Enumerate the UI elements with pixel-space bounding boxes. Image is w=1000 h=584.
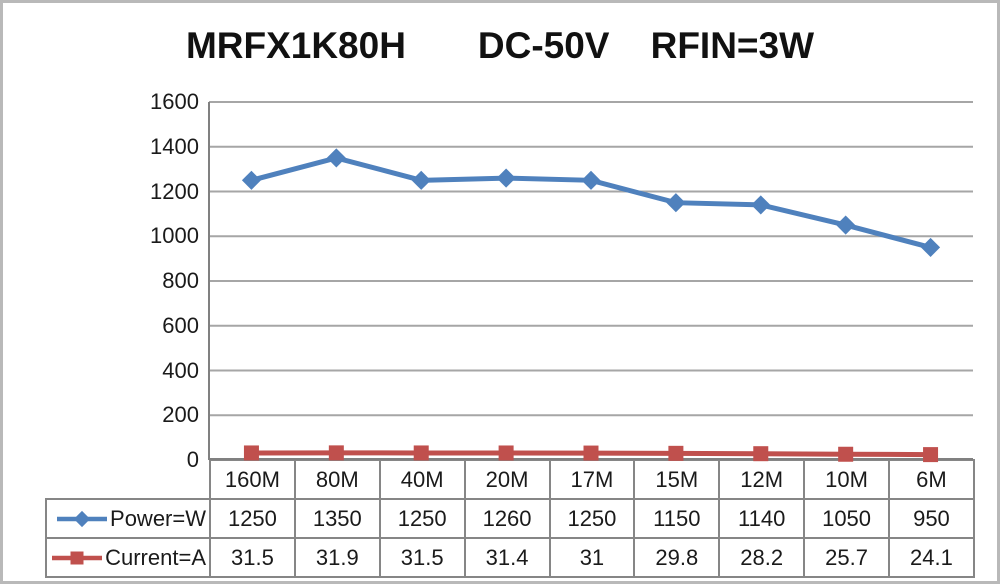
- diamond-marker: [581, 170, 601, 190]
- diamond-marker: [751, 195, 771, 215]
- power-w-series-line: [250, 155, 932, 250]
- current-a-value-cell: 24.1: [888, 537, 975, 578]
- category-cell: 12M: [718, 459, 806, 500]
- diamond-marker: [241, 170, 261, 190]
- legend-cell-current-a: Current=A: [45, 537, 211, 578]
- power-w-value-cell: 1150: [633, 498, 721, 539]
- y-axis-tick-label: 400: [162, 357, 199, 383]
- current-a-value-cell: 31.5: [209, 537, 296, 578]
- y-axis-tick-label: 1600: [150, 89, 199, 114]
- y-axis-tick-label: 200: [162, 402, 199, 428]
- current-a-value-cell: 31.5: [378, 537, 466, 578]
- category-cell: 40M: [378, 459, 466, 500]
- current-a-series-line: [251, 450, 931, 458]
- diamond-marker: [411, 170, 431, 190]
- power-w-value-cell: 1250: [548, 498, 636, 539]
- diamond-marker: [921, 237, 941, 257]
- y-axis-tick-label: 1200: [150, 178, 199, 204]
- current-a-value-cell: 28.2: [718, 537, 806, 578]
- square-legend-icon: [52, 551, 103, 564]
- y-axis-tick-label: 1000: [150, 223, 199, 249]
- current-a-value-cell: 25.7: [803, 537, 890, 578]
- power-w-value-cell: 1260: [463, 498, 551, 539]
- legend-label-power-w: Power=W: [110, 505, 206, 531]
- category-cell: 10M: [803, 459, 890, 500]
- current-a-value-cell: 31: [548, 537, 636, 578]
- power-w-value-cell: 1350: [293, 498, 381, 539]
- power-w-value-cell: 950: [888, 498, 975, 539]
- y-axis-tick-label: 1400: [150, 133, 199, 159]
- category-cell: 15M: [633, 459, 721, 500]
- category-cell: 80M: [293, 459, 381, 500]
- category-cell: 17M: [548, 459, 636, 500]
- legend-label-current-a: Current=A: [105, 544, 206, 570]
- category-cell: 6M: [888, 459, 975, 500]
- y-axis-tick-label: 0: [186, 447, 199, 472]
- power-w-value-cell: 1140: [718, 498, 806, 539]
- table-corner-cell: [46, 460, 210, 499]
- category-cell: 160M: [209, 459, 296, 500]
- current-a-value-cell: 31.4: [463, 537, 551, 578]
- chart-title: MRFX1K80H DC-50V RFIN=3W: [185, 25, 815, 66]
- category-cell: 20M: [463, 459, 551, 500]
- y-axis-tick-label: 800: [162, 268, 199, 293]
- power-w-value-cell: 1250: [378, 498, 466, 539]
- power-w-value-cell: 1250: [209, 498, 296, 539]
- legend-cell-power-w: Power=W: [45, 498, 211, 539]
- current-a-value-cell: 29.8: [633, 537, 721, 578]
- diamond-legend-icon: [57, 510, 108, 527]
- data-table: 160M 80M 40M 20M 17M 15M 12M 10M 6M Power=W 1250 13…: [45, 459, 975, 578]
- diamond-marker: [666, 193, 686, 213]
- y-axis-tick-label: 600: [162, 312, 199, 338]
- current-a-value-cell: 31.9: [293, 537, 381, 578]
- diamond-marker: [836, 215, 856, 235]
- diamond-marker: [326, 148, 346, 168]
- power-w-value-cell: 1050: [803, 498, 890, 539]
- diamond-marker: [496, 168, 516, 188]
